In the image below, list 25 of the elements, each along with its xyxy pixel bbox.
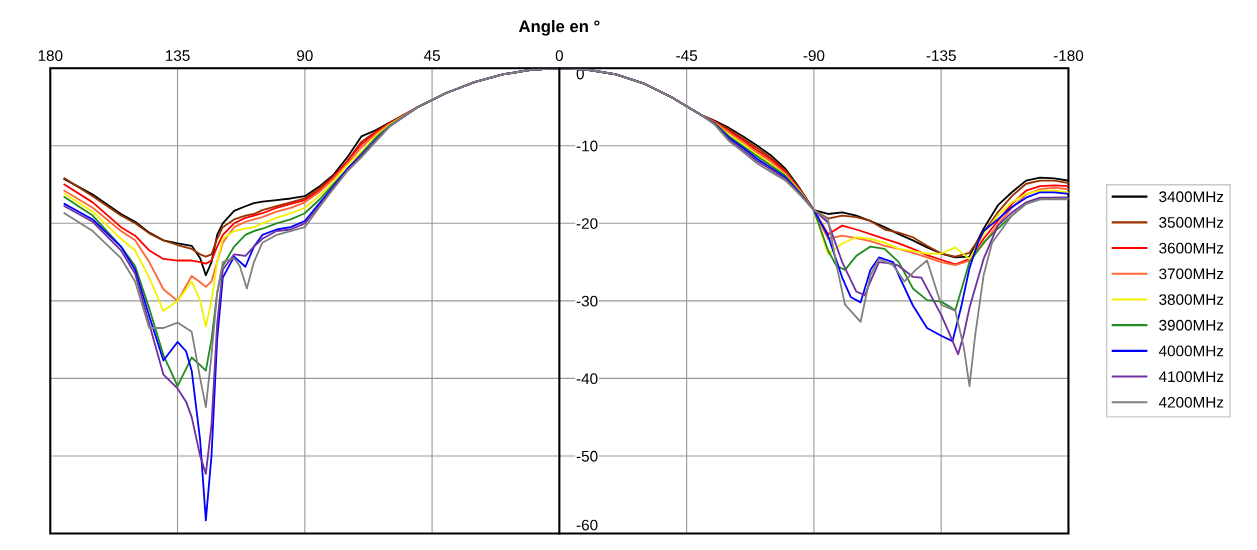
legend-label: 3700MHz bbox=[1159, 268, 1224, 280]
x-tick-label: 180 bbox=[38, 50, 63, 62]
legend-label: 4000MHz bbox=[1158, 345, 1224, 357]
x-tick-label: -180 bbox=[1053, 50, 1084, 62]
legend-label: 4200MHz bbox=[1158, 396, 1224, 408]
x-tick-label: -90 bbox=[803, 50, 825, 62]
legend-label: 4100MHz bbox=[1158, 371, 1224, 383]
x-tick-label: 45 bbox=[423, 50, 440, 62]
y-tick-label: -10 bbox=[576, 140, 598, 152]
x-tick-label: -135 bbox=[926, 50, 956, 62]
y-tick-label: -30 bbox=[576, 295, 598, 307]
chart-title: Angle en ° bbox=[518, 20, 600, 36]
legend-label: 3900MHz bbox=[1159, 319, 1224, 331]
y-tick-label: -20 bbox=[576, 218, 598, 229]
x-tick-label: 0 bbox=[555, 50, 564, 62]
y-tick-label: -40 bbox=[576, 373, 598, 385]
x-tick-label: -45 bbox=[676, 50, 698, 62]
x-tick-label: 90 bbox=[297, 50, 313, 62]
x-tick-label: 135 bbox=[165, 50, 190, 62]
legend-label: 3500MHz bbox=[1159, 217, 1224, 228]
legend-label: 3400MHz bbox=[1159, 191, 1224, 203]
y-tick-label: -50 bbox=[576, 450, 598, 462]
legend-label: 3800MHz bbox=[1159, 294, 1224, 305]
legend-label: 3600MHz bbox=[1159, 242, 1224, 254]
y-tick-label: -60 bbox=[576, 519, 598, 531]
